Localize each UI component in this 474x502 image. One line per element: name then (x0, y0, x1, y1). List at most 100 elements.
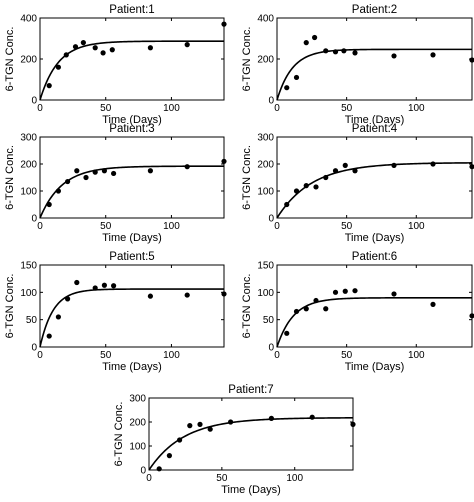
panel-7-ytick-label: 100 (129, 442, 146, 453)
panel-4-ytick-label: 100 (257, 187, 274, 198)
panel-5-ytick-label: 50 (26, 315, 38, 326)
panel-4-point-7 (342, 162, 348, 168)
panel-3-point-6 (92, 169, 98, 175)
panel-6-point-5 (323, 306, 329, 312)
panel-1-xlabel: Time (Days) (102, 114, 161, 126)
panel-3-ytick-label: 0 (31, 214, 37, 225)
panel-3-ytick-label: 200 (20, 160, 37, 171)
panel-2-point-8 (352, 50, 358, 56)
panel-4-ytick-label: 200 (257, 160, 274, 171)
panel-7-point-8 (268, 415, 274, 421)
panel-3-ytick-label: 300 (20, 133, 37, 144)
panel-6-xlabel: Time (Days) (345, 361, 404, 373)
panel-3-point-4 (74, 168, 80, 174)
panel-7-ylabel: 6-TGN Conc. (113, 402, 125, 467)
panel-4-point-1 (284, 201, 290, 208)
panel-7-xtick-label: 100 (286, 473, 303, 484)
panel-2-point-6 (332, 49, 339, 55)
panel-5-point-5 (92, 285, 98, 291)
panel-6: Patient:6 0 50 100 0 50 100 150 Time (Days) 6-TGN… (241, 251, 474, 373)
panel-2-point-4 (312, 34, 318, 41)
panel-5-point-1 (46, 333, 52, 339)
panel-5-xlabel: Time (Days) (102, 361, 161, 373)
panel-5-ytick-label: 150 (20, 261, 37, 272)
panel-2-title: Patient:2 (352, 4, 397, 16)
panel-3-ylabel: 6-TGN Conc. (4, 145, 16, 210)
panel-5-point-7 (111, 283, 117, 289)
panel-4-xlabel: Time (Days) (345, 232, 404, 244)
panel-7-ytick-label: 200 (129, 418, 146, 429)
panel-2-point-3 (303, 40, 309, 46)
panel-3-title: Patient:3 (109, 123, 154, 135)
panel-1-ytick-label: 200 (20, 55, 37, 66)
panel-2: Patient:2 0 50 100 0 200 400 Time (Days) 6-TGN C… (241, 4, 474, 126)
panel-5-xtick-label: 100 (163, 350, 180, 361)
panel-4-point-6 (332, 168, 339, 174)
panel-1-ytick-label: 0 (31, 96, 37, 107)
panel-1-point-5 (80, 40, 86, 46)
panel-1-xtick-label: 0 (37, 103, 43, 114)
panel-4-point-8 (352, 168, 358, 174)
panel-2-ylabel: 6-TGN Conc. (241, 27, 253, 92)
panel-2-xtick-label: 50 (341, 103, 353, 114)
panel-7-point-4 (187, 423, 193, 429)
panel-5-ytick-label: 0 (31, 343, 37, 354)
panel-2-xtick-label: 0 (274, 103, 280, 114)
panel-4-ytick-label: 300 (257, 133, 274, 144)
panel-2-fit-curve (276, 48, 472, 101)
panel-3-xtick-label: 50 (100, 221, 112, 232)
panel-6-title: Patient:6 (352, 251, 397, 263)
panel-1: Patient:1 0 50 100 0 200 400 Time (Days) 6-TGN C… (4, 4, 227, 126)
panel-6-point-10 (430, 301, 436, 307)
panel-7-xtick-label: 0 (146, 473, 152, 484)
panel-7-xtick-label: 50 (216, 473, 228, 484)
panel-3-xtick-label: 0 (37, 221, 43, 232)
panel-6-point-4 (313, 297, 319, 304)
panel-6-xtick-label: 0 (274, 350, 280, 361)
panel-1-xtick-label: 50 (100, 103, 112, 114)
panel-6-ytick-label: 0 (268, 343, 274, 354)
panel-7-point-9 (309, 414, 315, 420)
panel-3-point-2 (55, 188, 62, 194)
panel-5-point-2 (55, 314, 62, 320)
panel-6-xtick-label: 50 (341, 350, 353, 361)
panel-5-axes-frame (39, 264, 225, 348)
panel-6-point-9 (391, 291, 397, 297)
panel-4-point-5 (323, 174, 329, 181)
panel-1-point-2 (55, 64, 62, 70)
panel-1-ytick-label: 400 (20, 14, 37, 25)
panel-4-xtick-label: 100 (408, 221, 425, 232)
panel-6-ytick-label: 150 (257, 261, 274, 272)
panel-1-point-3 (63, 52, 69, 58)
panel-1-title: Patient:1 (109, 4, 154, 16)
panel-5-ytick-label: 100 (20, 288, 37, 299)
panel-3-axes-frame (39, 136, 225, 219)
panel-2-ytick-label: 200 (257, 55, 274, 66)
panel-4-xtick-label: 50 (341, 221, 353, 232)
panel-4-fit-curve (276, 162, 473, 219)
panel-3-xtick-label: 100 (163, 221, 180, 232)
panel-6-axes-frame (276, 264, 473, 348)
panel-5-ylabel: 6-TGN Conc. (4, 274, 16, 339)
panel-4-point-10 (430, 161, 436, 167)
panel-6-ylabel: 6-TGN Conc. (241, 274, 253, 339)
panel-2-xtick-label: 100 (408, 103, 425, 114)
panel-7-point-6 (207, 426, 213, 432)
panel-7-xlabel: Time (Days) (221, 484, 280, 496)
panel-3-point-7 (101, 168, 107, 174)
panel-7-axes-frame (148, 397, 354, 471)
panel-2-point-2 (293, 74, 300, 81)
panel-4-point-3 (303, 183, 309, 189)
panel-1-point-1 (46, 83, 52, 89)
panel-7-point-1 (156, 466, 162, 472)
panel-3-point-9 (147, 168, 153, 174)
panel-5-xtick-label: 0 (37, 350, 43, 361)
panel-6-ytick-label: 100 (257, 288, 274, 299)
panel-4-point-9 (391, 162, 397, 168)
panel-5-point-8 (147, 293, 153, 299)
panel-2-point-5 (323, 48, 329, 54)
panel-2-ytick-label: 0 (268, 96, 274, 107)
panel-5-point-9 (184, 292, 190, 298)
panel-3-point-5 (83, 174, 89, 181)
panel-3-point-10 (184, 164, 190, 170)
